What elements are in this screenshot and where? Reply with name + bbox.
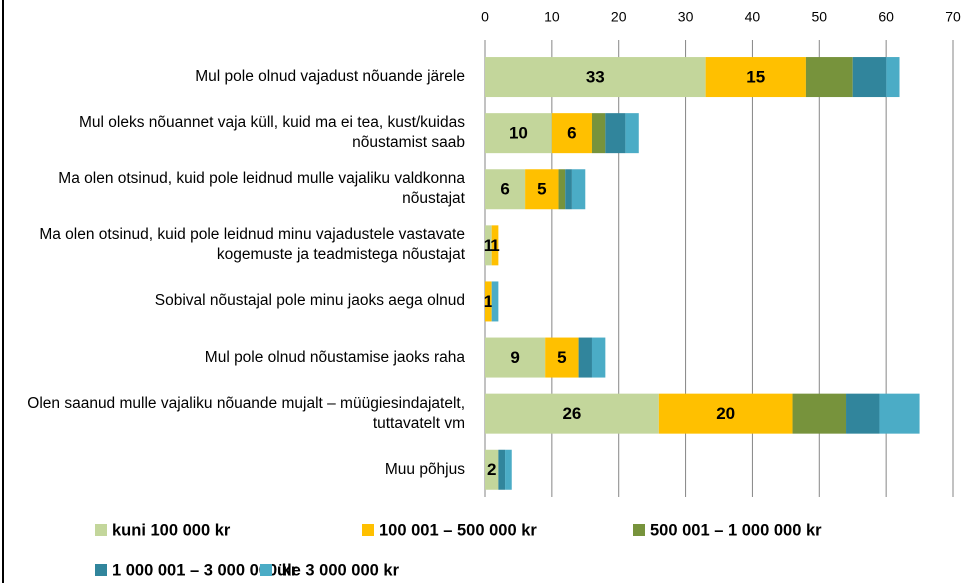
bar-segment <box>705 57 806 98</box>
bar-segment <box>491 225 499 266</box>
x-tick-label: 30 <box>678 9 694 25</box>
data-label: 15 <box>746 68 765 87</box>
data-label: 26 <box>562 404 581 423</box>
bar-segment <box>485 449 499 490</box>
data-label: 9 <box>510 348 519 367</box>
bar-segment <box>485 281 492 322</box>
bar-segment <box>491 281 499 322</box>
legend-label: üle 3 000 000 kr <box>277 561 400 579</box>
bar-segment <box>551 113 592 154</box>
bar-segment <box>565 169 572 210</box>
bar-segment <box>485 57 706 98</box>
legend-label: kuni 100 000 kr <box>112 521 231 539</box>
bar-segment <box>525 169 559 210</box>
data-label: 6 <box>567 124 576 143</box>
bar-segment <box>505 449 512 490</box>
data-label: 10 <box>509 124 528 143</box>
x-tick-label: 50 <box>811 9 827 25</box>
legend-swatch <box>362 524 374 536</box>
bar-segment <box>485 113 552 154</box>
bar-segment <box>571 169 586 210</box>
x-tick-label: 70 <box>945 9 961 25</box>
bar-segment <box>625 113 639 154</box>
data-label: 5 <box>557 348 566 367</box>
category-label: Sobival nõustajal pole minu jaoks aega o… <box>154 292 465 310</box>
data-label: 33 <box>586 68 605 87</box>
data-label: 1 <box>484 236 493 255</box>
bar-segment <box>792 393 847 434</box>
bar-segment <box>498 449 506 490</box>
legend-swatch <box>95 564 107 576</box>
bar-segment <box>578 337 592 378</box>
legend-swatch <box>633 524 645 536</box>
category-label: Mul pole olnud nõustamise jaoks raha <box>204 348 465 366</box>
data-label: 5 <box>537 180 546 199</box>
bar-segment <box>558 169 566 210</box>
bar-segment <box>658 393 793 434</box>
x-tick-label: 40 <box>745 9 761 25</box>
category-label: Ma olen otsinud, kuid pole leidnud minu … <box>39 226 465 264</box>
category-label: Mul pole olnud vajadust nõuande järele <box>195 68 465 86</box>
bar-segment <box>545 337 579 378</box>
bar-segment <box>879 393 920 434</box>
legend-label: 100 001 – 500 000 kr <box>379 521 537 539</box>
bar-segment <box>852 57 887 98</box>
x-tick-label: 20 <box>611 9 627 25</box>
bar-segment <box>805 57 853 98</box>
bar-segment <box>485 393 659 434</box>
data-label: 1 <box>490 236 499 255</box>
legend-swatch <box>260 564 272 576</box>
legend-label: 500 001 – 1 000 000 kr <box>650 521 822 539</box>
legend-label: 1 000 001 – 3 000 000 kr <box>112 561 298 579</box>
category-label: Olen saanud mulle vajaliku nõuande mujal… <box>27 394 465 432</box>
x-tick-label: 60 <box>878 9 894 25</box>
data-label: 2 <box>487 460 496 479</box>
bar-segment <box>591 337 606 378</box>
bar-segment <box>591 113 606 154</box>
bar-segment <box>605 113 626 154</box>
data-label: 1 <box>484 292 493 311</box>
data-label: 20 <box>716 404 735 423</box>
bar-segment <box>846 393 880 434</box>
data-label: 6 <box>500 180 509 199</box>
category-label: Muu põhjus <box>384 460 465 478</box>
x-tick-label: 0 <box>481 9 489 25</box>
bar-segment <box>886 57 900 98</box>
bar-segment <box>485 225 492 266</box>
category-label: Ma olen otsinud, kuid pole leidnud mulle… <box>58 170 465 208</box>
category-label: Mul oleks nõuannet vaja küll, kuid ma ei… <box>79 114 465 152</box>
legend-swatch <box>95 524 107 536</box>
x-tick-label: 10 <box>544 9 560 25</box>
bar-segment <box>485 337 546 378</box>
bar-segment <box>485 169 526 210</box>
